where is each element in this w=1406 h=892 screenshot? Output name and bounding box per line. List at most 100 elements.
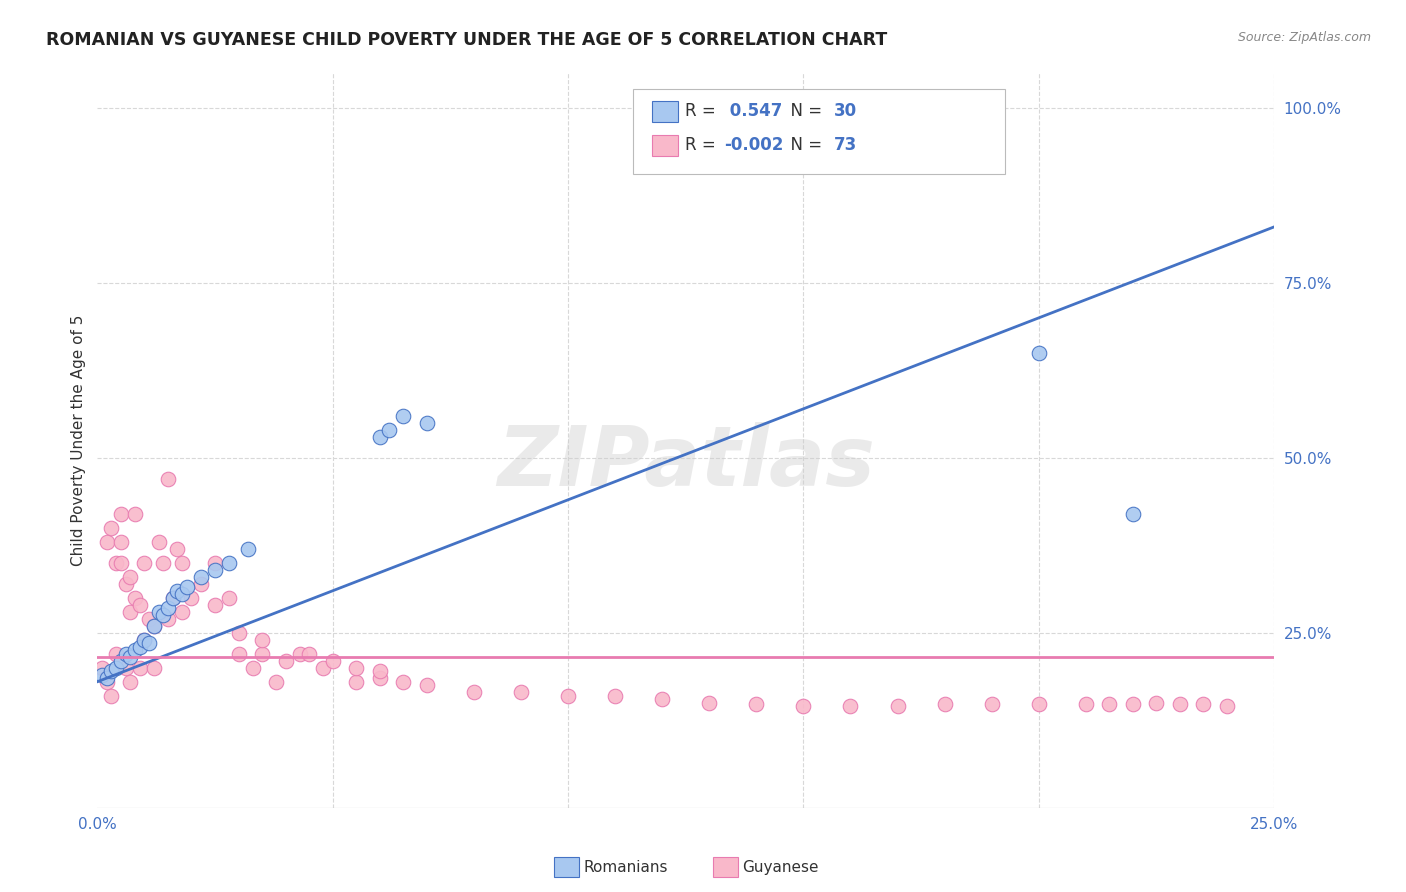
- Point: [124, 643, 146, 657]
- Text: 73: 73: [834, 136, 858, 154]
- Point: [91, 661, 114, 675]
- Point: [368, 430, 391, 444]
- Point: [128, 661, 150, 675]
- Point: [124, 591, 146, 605]
- Text: Romanians: Romanians: [583, 860, 668, 874]
- Point: [557, 689, 579, 703]
- Point: [886, 699, 908, 714]
- Point: [124, 507, 146, 521]
- Point: [120, 650, 142, 665]
- Point: [152, 556, 174, 570]
- Point: [204, 563, 226, 577]
- Point: [344, 661, 367, 675]
- Point: [110, 507, 132, 521]
- Point: [176, 580, 198, 594]
- Point: [162, 591, 184, 605]
- Point: [312, 661, 335, 675]
- Point: [138, 612, 160, 626]
- Point: [1168, 697, 1191, 711]
- Point: [745, 697, 768, 711]
- Point: [980, 697, 1002, 711]
- Point: [218, 556, 240, 570]
- Point: [91, 667, 114, 681]
- Point: [114, 647, 136, 661]
- Point: [110, 654, 132, 668]
- Text: ZIPatlas: ZIPatlas: [496, 422, 875, 503]
- Point: [105, 647, 128, 661]
- Point: [250, 647, 273, 661]
- Point: [148, 605, 170, 619]
- Point: [392, 674, 415, 689]
- Point: [242, 661, 264, 675]
- Point: [1098, 697, 1121, 711]
- Point: [228, 647, 250, 661]
- Point: [156, 612, 179, 626]
- Point: [322, 654, 344, 668]
- Point: [298, 647, 321, 661]
- Point: [142, 661, 165, 675]
- Point: [162, 591, 184, 605]
- Point: [156, 601, 179, 615]
- Point: [166, 583, 188, 598]
- Point: [100, 521, 122, 535]
- Point: [288, 647, 311, 661]
- Point: [180, 591, 202, 605]
- Point: [1192, 697, 1215, 711]
- Point: [651, 692, 673, 706]
- Point: [170, 605, 193, 619]
- Point: [110, 534, 132, 549]
- Point: [228, 625, 250, 640]
- Point: [156, 472, 179, 486]
- Point: [204, 598, 226, 612]
- Point: [1028, 346, 1050, 360]
- Point: [114, 576, 136, 591]
- Point: [114, 661, 136, 675]
- Point: [152, 608, 174, 623]
- Point: [1028, 697, 1050, 711]
- Point: [697, 115, 720, 129]
- Point: [416, 678, 439, 692]
- Point: [96, 674, 118, 689]
- Text: N =: N =: [780, 136, 828, 154]
- Point: [1216, 699, 1239, 714]
- Point: [105, 661, 128, 675]
- Point: [368, 665, 391, 679]
- Text: 0.547: 0.547: [724, 103, 783, 120]
- Point: [170, 587, 193, 601]
- Point: [138, 636, 160, 650]
- Text: 30: 30: [834, 103, 856, 120]
- Point: [105, 556, 128, 570]
- Point: [1122, 507, 1144, 521]
- Point: [142, 619, 165, 633]
- Point: [204, 556, 226, 570]
- Point: [134, 632, 156, 647]
- Point: [378, 423, 401, 437]
- Point: [190, 570, 212, 584]
- Point: [134, 632, 156, 647]
- Point: [100, 689, 122, 703]
- Point: [120, 570, 142, 584]
- Text: Guyanese: Guyanese: [742, 860, 818, 874]
- Point: [166, 541, 188, 556]
- Point: [120, 674, 142, 689]
- Point: [96, 671, 118, 685]
- Point: [392, 409, 415, 423]
- Point: [100, 665, 122, 679]
- Point: [218, 591, 240, 605]
- Text: Source: ZipAtlas.com: Source: ZipAtlas.com: [1237, 31, 1371, 45]
- Point: [697, 696, 720, 710]
- Point: [603, 689, 626, 703]
- Point: [1074, 697, 1097, 711]
- Text: ROMANIAN VS GUYANESE CHILD POVERTY UNDER THE AGE OF 5 CORRELATION CHART: ROMANIAN VS GUYANESE CHILD POVERTY UNDER…: [46, 31, 887, 49]
- Point: [120, 605, 142, 619]
- Point: [463, 685, 485, 699]
- Point: [368, 671, 391, 685]
- Point: [142, 619, 165, 633]
- Point: [274, 654, 297, 668]
- Point: [510, 685, 533, 699]
- Point: [839, 699, 862, 714]
- Y-axis label: Child Poverty Under the Age of 5: Child Poverty Under the Age of 5: [72, 315, 86, 566]
- Point: [128, 598, 150, 612]
- Point: [250, 632, 273, 647]
- Point: [264, 674, 287, 689]
